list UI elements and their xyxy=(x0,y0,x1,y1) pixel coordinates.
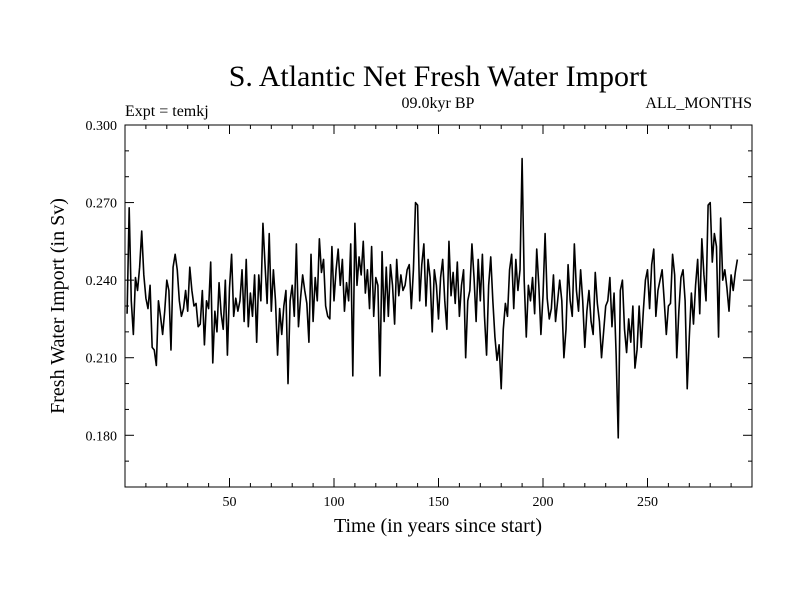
period-label: 09.0kyr BP xyxy=(402,95,475,112)
plot-area: 50 100 150 200 250 0.180 0.210 0.240 0.270 0.300 xyxy=(86,119,753,510)
y-axis-label: Fresh Water Import (in Sv) xyxy=(47,198,69,414)
chart-title: S. Atlantic Net Fresh Water Import xyxy=(229,60,648,93)
y-tick-label: 0.300 xyxy=(86,119,118,134)
x-tick-label: 250 xyxy=(637,495,658,510)
y-tick-label: 0.270 xyxy=(86,197,118,212)
x-tick-label: 100 xyxy=(324,495,345,510)
series-line xyxy=(126,157,739,439)
y-tick-label: 0.210 xyxy=(86,352,118,367)
months-label: ALL_MONTHS xyxy=(645,95,752,112)
y-tick-label: 0.180 xyxy=(86,429,118,444)
x-axis-label: Time (in years since start) xyxy=(334,515,542,537)
x-tick-label: 50 xyxy=(223,495,237,510)
x-tick-label: 150 xyxy=(428,495,449,510)
x-tick-label: 200 xyxy=(533,495,554,510)
experiment-label: Expt = temkj xyxy=(125,103,209,120)
y-tick-label: 0.240 xyxy=(86,274,118,289)
